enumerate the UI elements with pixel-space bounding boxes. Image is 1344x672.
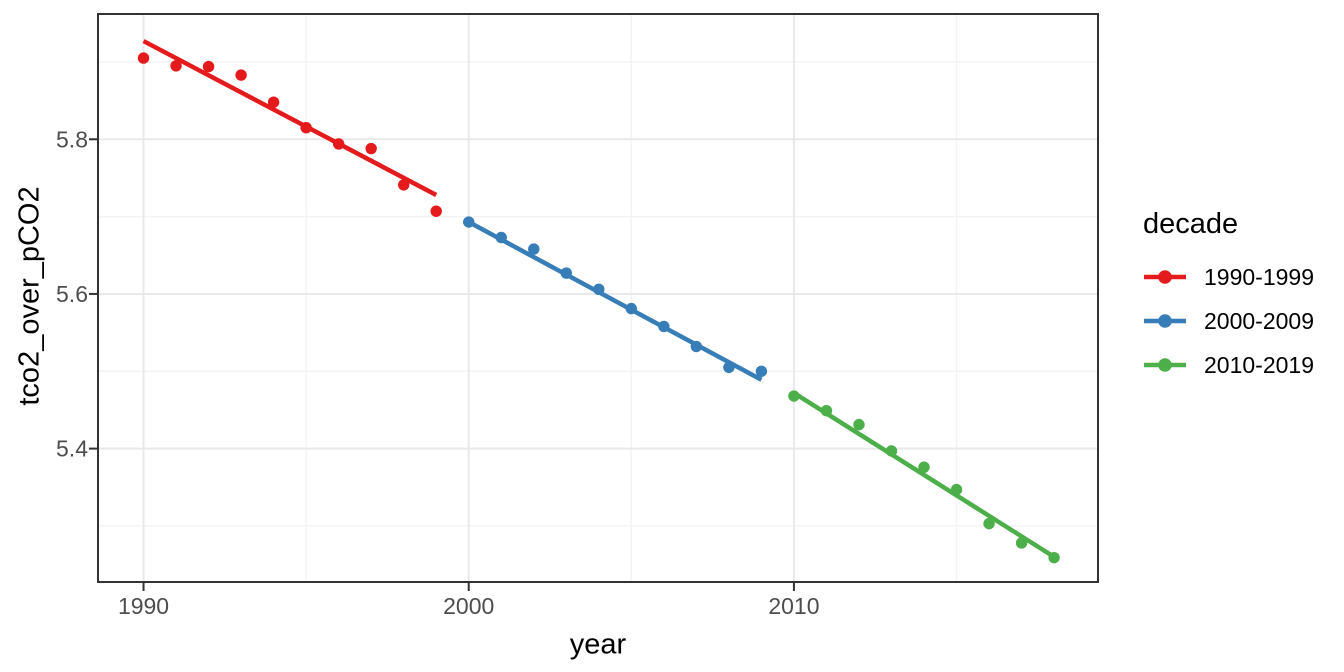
y-tick-label: 5.6 [56,281,88,307]
x-tick-label: 2000 [443,593,494,619]
x-tick-label: 2010 [768,593,819,619]
legend-title: decade [1143,208,1239,240]
panel-border [97,13,1099,583]
trend-line-2010-2019 [792,391,1056,559]
data-point-2000-2009 [625,302,638,315]
legend: decade 1990-1999 2000-2009 2010-2019 [1143,207,1314,387]
data-point-1990-1999 [332,138,345,150]
legend-label: 1990-1999 [1204,263,1314,290]
data-point-1990-1999 [397,179,410,191]
data-point-2010-2019 [950,483,963,496]
data-point-1990-1999 [430,205,442,217]
panel-background [98,14,1098,582]
legend-key-icon [1144,314,1186,328]
x-axis-title: year [569,628,627,661]
data-point-2010-2019 [788,390,800,402]
data-point-2000-2009 [495,231,507,244]
data-point-2010-2019 [983,517,995,530]
data-point-2010-2019 [820,405,833,417]
data-point-2000-2009 [528,243,540,255]
data-point-2000-2009 [658,320,670,333]
data-point-2010-2019 [885,445,898,457]
x-tick-label: 1990 [118,593,169,619]
legend-label: 2000-2009 [1204,307,1314,334]
data-point-2000-2009 [755,365,768,377]
data-point-1990-1999 [202,60,215,73]
legend-key-point [1158,314,1172,328]
data-point-1990-1999 [235,69,247,81]
legend-items: 1990-1999 2000-2009 2010-2019 [1143,255,1314,387]
data-point-2010-2019 [1048,551,1060,564]
data-point-1990-1999 [365,142,377,155]
data-point-2000-2009 [593,283,605,296]
legend-key-point [1158,270,1172,284]
data-point-2010-2019 [853,418,865,431]
legend-item-2000-2009: 2000-2009 [1143,299,1314,343]
data-point-2010-2019 [1015,537,1028,549]
data-point-2000-2009 [690,340,703,353]
data-point-1990-1999 [267,96,280,108]
y-tick-label: 5.4 [56,436,88,462]
trend-line-2000-2009 [467,220,763,382]
data-point-2000-2009 [560,267,572,279]
data-point-1990-1999 [170,60,182,72]
y-tick-label: 5.8 [56,126,88,152]
y-axis-title: tco2_over_pCO2 [13,186,46,406]
data-point-1990-1999 [137,52,150,64]
data-point-2000-2009 [463,216,475,228]
legend-key-icon [1144,358,1186,372]
legend-key-icon [1144,270,1186,284]
data-point-2000-2009 [723,361,735,374]
trend-line-1990-1999 [142,39,438,197]
legend-item-2010-2019: 2010-2019 [1143,343,1314,387]
legend-label: 2010-2019 [1204,351,1314,378]
legend-item-1990-1999: 1990-1999 [1143,255,1314,299]
legend-key-point [1158,358,1172,372]
data-point-2010-2019 [918,461,930,473]
data-point-1990-1999 [300,121,312,134]
